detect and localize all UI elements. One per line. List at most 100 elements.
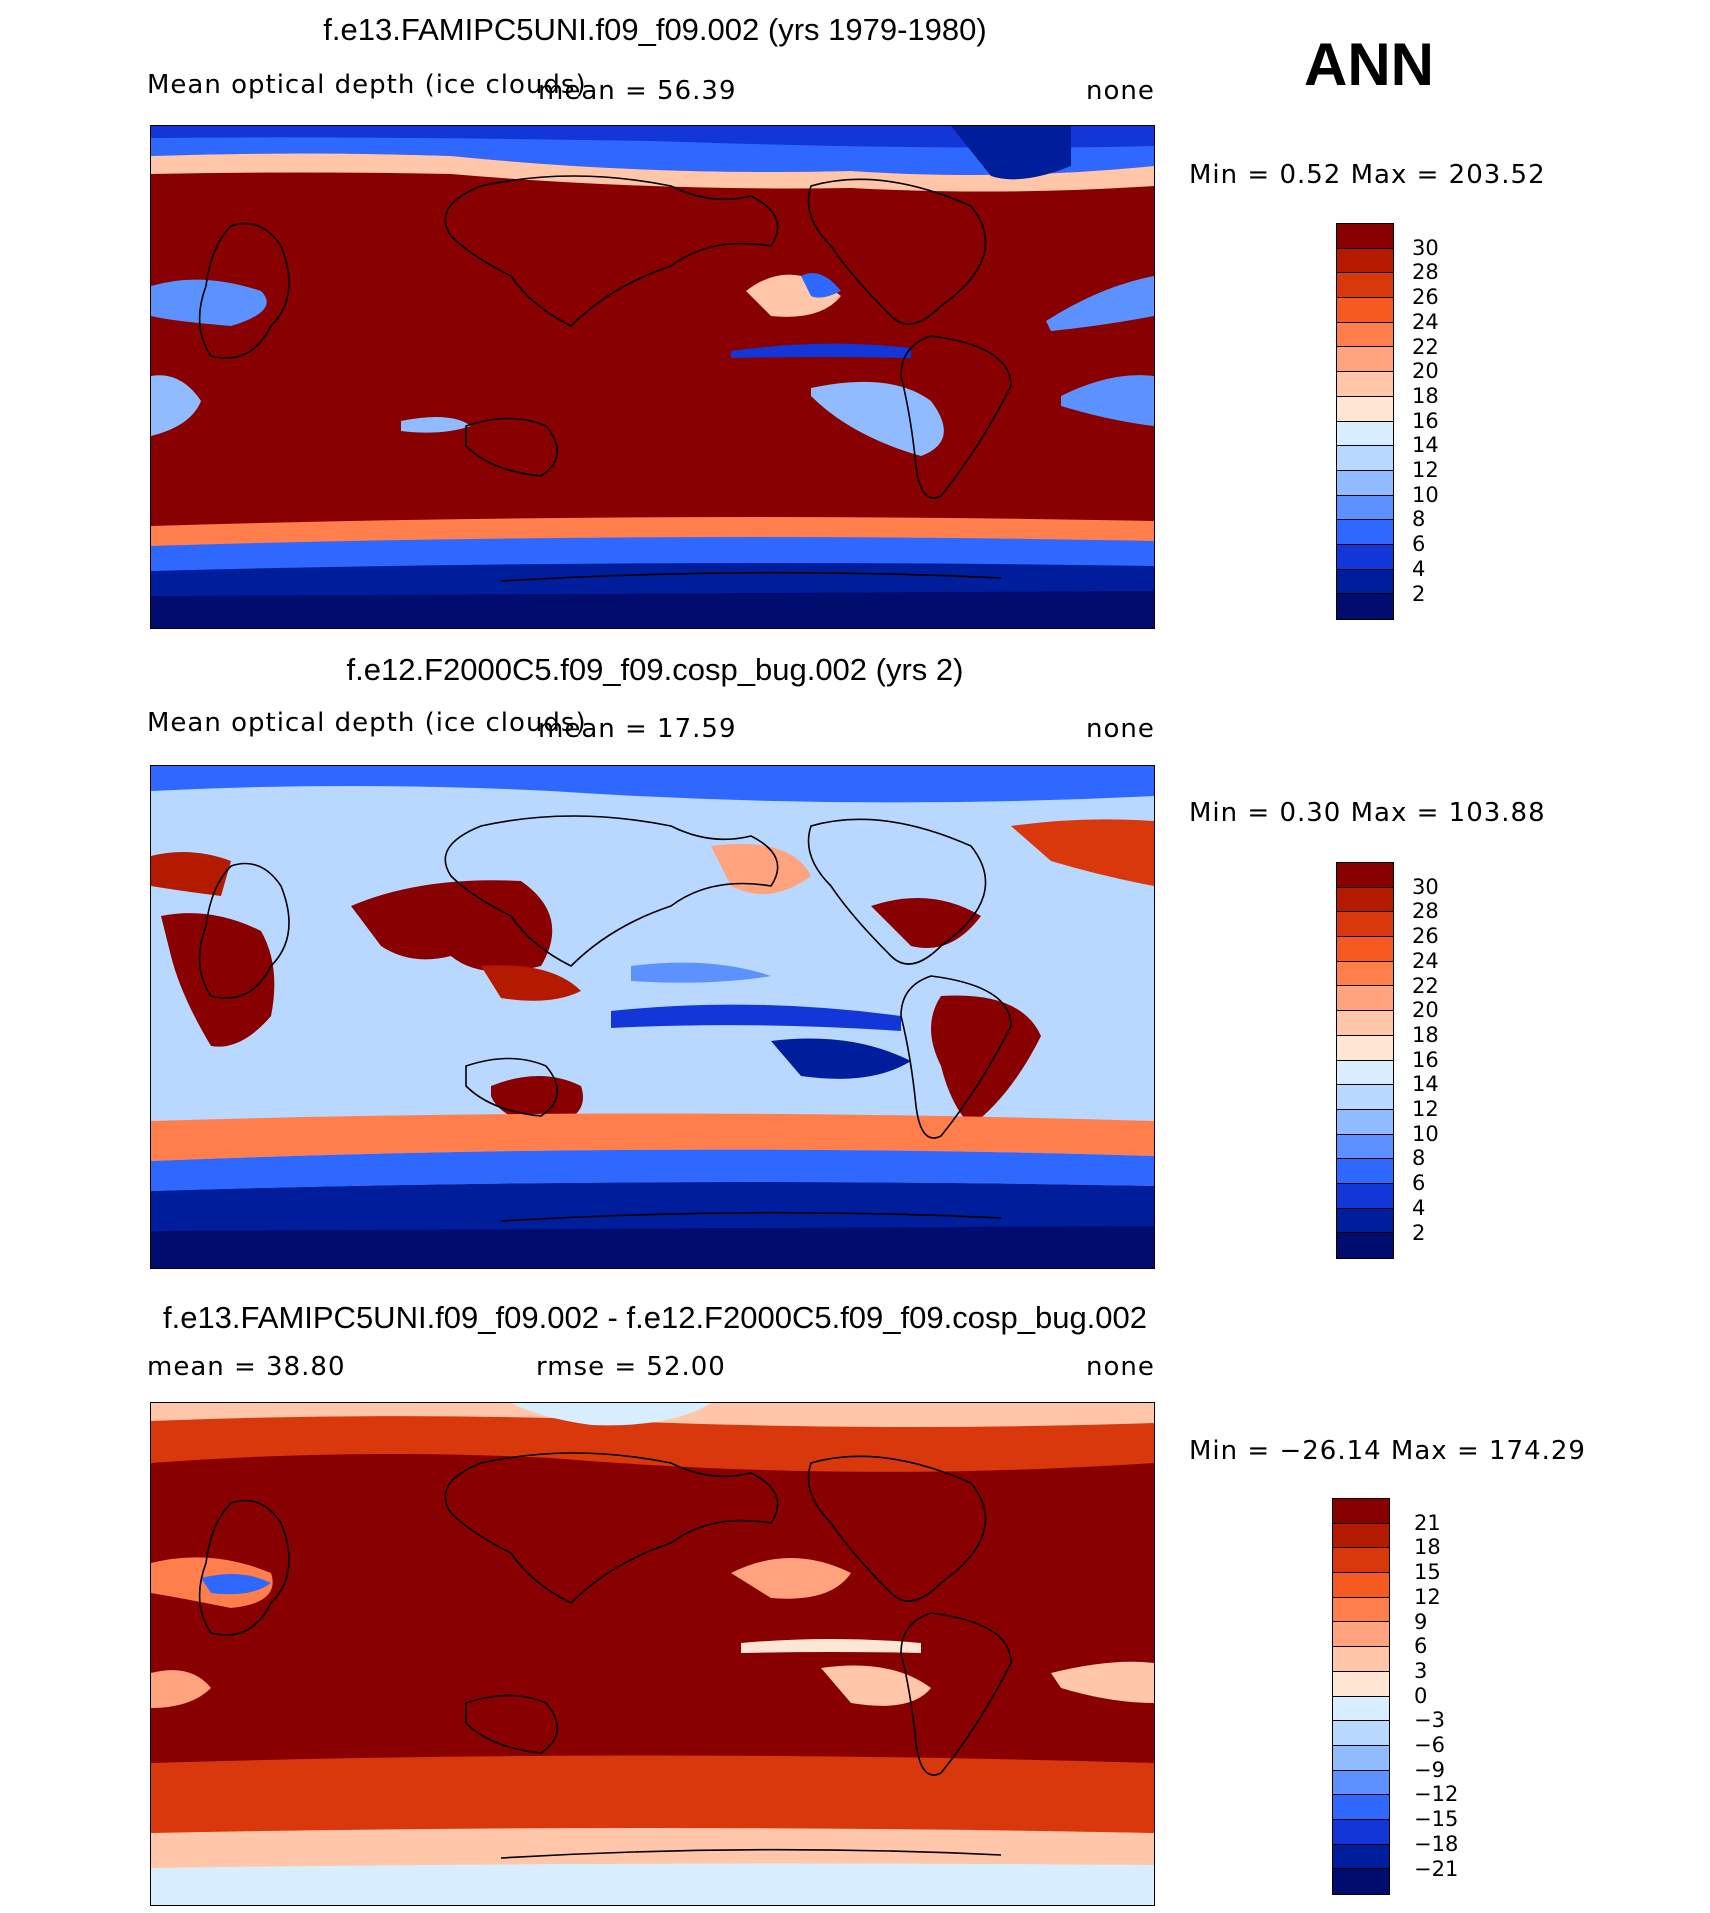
colorbar-swatch bbox=[1337, 986, 1393, 1012]
colorbar-swatch bbox=[1333, 1696, 1389, 1722]
colorbar-tick-label: −3 bbox=[1414, 1708, 1445, 1733]
panel-2-variable-label: Mean optical depth (ice clouds) bbox=[147, 708, 587, 738]
colorbar-swatch bbox=[1337, 887, 1393, 913]
colorbar-swatch bbox=[1333, 1573, 1389, 1598]
colorbar-tick-label: 24 bbox=[1412, 309, 1439, 334]
colorbar-tick-label: 6 bbox=[1412, 1171, 1426, 1196]
colorbar-tick-label: −9 bbox=[1414, 1757, 1445, 1782]
colorbar-tick-label: 18 bbox=[1414, 1535, 1441, 1560]
colorbar-swatch bbox=[1337, 912, 1393, 938]
colorbar-swatch bbox=[1337, 421, 1393, 447]
colorbar-tick-label: 18 bbox=[1412, 383, 1439, 408]
colorbar-swatch bbox=[1337, 298, 1393, 323]
colorbar-tick-label: 12 bbox=[1412, 1097, 1439, 1121]
colorbar-swatch bbox=[1337, 1134, 1393, 1160]
colorbar-swatch bbox=[1333, 1745, 1389, 1771]
colorbar-swatch bbox=[1337, 1109, 1393, 1135]
colorbar-swatch bbox=[1333, 1869, 1389, 1894]
panel-3-mean: mean = 38.80 bbox=[147, 1352, 346, 1382]
panel-3-minmax: Min = −26.14 Max = 174.29 bbox=[1189, 1436, 1586, 1466]
colorbar-swatch bbox=[1337, 347, 1393, 373]
colorbar-swatch bbox=[1337, 1208, 1393, 1234]
colorbar-tick-label: −18 bbox=[1414, 1831, 1459, 1856]
colorbar-swatch bbox=[1333, 1795, 1389, 1820]
colorbar-swatch bbox=[1337, 273, 1393, 299]
colorbar-tick-label: 9 bbox=[1414, 1609, 1428, 1634]
colorbar-swatch bbox=[1337, 520, 1393, 545]
season-label: ANN bbox=[1304, 31, 1434, 98]
colorbar-swatch bbox=[1337, 569, 1393, 595]
colorbar-swatch bbox=[1333, 1770, 1389, 1796]
colorbar-swatch bbox=[1337, 1233, 1393, 1258]
colorbar-tick-label: 28 bbox=[1412, 260, 1439, 285]
colorbar-tick-label: 20 bbox=[1412, 359, 1439, 384]
colorbar-swatch bbox=[1333, 1548, 1389, 1574]
panel-2-title: f.e12.F2000C5.f09_f09.cosp_bug.002 (yrs … bbox=[346, 652, 964, 687]
colorbar-swatch bbox=[1337, 322, 1393, 348]
colorbar-swatch bbox=[1333, 1647, 1389, 1672]
colorbar-tick-label: 24 bbox=[1412, 948, 1439, 973]
panel-1-colorbar bbox=[1336, 223, 1394, 620]
colorbar-tick-label: −6 bbox=[1414, 1733, 1445, 1757]
colorbar-swatch bbox=[1333, 1622, 1389, 1648]
colorbar-swatch bbox=[1333, 1523, 1389, 1549]
colorbar-swatch bbox=[1337, 224, 1393, 249]
colorbar-swatch bbox=[1337, 594, 1393, 619]
panel-1-mean: mean = 56.39 bbox=[538, 76, 737, 106]
colorbar-tick-label: 6 bbox=[1414, 1634, 1428, 1659]
colorbar-tick-label: 22 bbox=[1412, 973, 1439, 998]
colorbar-swatch bbox=[1337, 961, 1393, 987]
panel-3-rmse: rmse = 52.00 bbox=[536, 1352, 726, 1382]
panel-2-map bbox=[150, 765, 1155, 1269]
colorbar-tick-label: 4 bbox=[1412, 556, 1426, 581]
colorbar-swatch bbox=[1337, 937, 1393, 962]
colorbar-swatch bbox=[1337, 396, 1393, 422]
colorbar-tick-label: 0 bbox=[1414, 1683, 1428, 1708]
colorbar-swatch bbox=[1333, 1597, 1389, 1623]
colorbar-swatch bbox=[1337, 372, 1393, 397]
colorbar-tick-label: 30 bbox=[1412, 874, 1439, 899]
panel-1-map bbox=[150, 125, 1155, 629]
colorbar-tick-label: 15 bbox=[1414, 1560, 1441, 1585]
colorbar-tick-label: −21 bbox=[1414, 1856, 1459, 1881]
colorbar-tick-label: 26 bbox=[1412, 285, 1439, 310]
colorbar-swatch bbox=[1333, 1671, 1389, 1697]
colorbar-tick-label: 3 bbox=[1414, 1658, 1428, 1683]
colorbar-tick-label: 14 bbox=[1412, 433, 1439, 458]
colorbar-swatch bbox=[1333, 1844, 1389, 1870]
panel-3-map bbox=[150, 1402, 1155, 1906]
colorbar-swatch bbox=[1337, 1011, 1393, 1036]
colorbar-tick-label: 16 bbox=[1412, 408, 1439, 433]
colorbar-tick-label: 10 bbox=[1412, 1121, 1439, 1146]
colorbar-swatch bbox=[1337, 248, 1393, 274]
colorbar-swatch bbox=[1337, 863, 1393, 888]
colorbar-swatch bbox=[1337, 544, 1393, 570]
colorbar-tick-label: 18 bbox=[1412, 1022, 1439, 1047]
colorbar-tick-label: −15 bbox=[1414, 1807, 1459, 1832]
colorbar-tick-label: 16 bbox=[1412, 1047, 1439, 1072]
colorbar-swatch bbox=[1337, 1035, 1393, 1061]
colorbar-tick-label: 14 bbox=[1412, 1072, 1439, 1097]
colorbar-swatch bbox=[1337, 1060, 1393, 1086]
panel-1-units: none bbox=[1086, 76, 1155, 106]
panel-1-variable-label: Mean optical depth (ice clouds) bbox=[147, 70, 587, 100]
colorbar-tick-label: 26 bbox=[1412, 924, 1439, 949]
colorbar-tick-label: 12 bbox=[1412, 458, 1439, 482]
colorbar-tick-label: −12 bbox=[1414, 1782, 1459, 1807]
colorbar-tick-label: 6 bbox=[1412, 532, 1426, 557]
panel-1-title: f.e13.FAMIPC5UNI.f09_f09.002 (yrs 1979-1… bbox=[323, 12, 987, 47]
colorbar-tick-label: 2 bbox=[1412, 1220, 1426, 1245]
colorbar-swatch bbox=[1337, 1183, 1393, 1209]
colorbar-swatch bbox=[1337, 1085, 1393, 1110]
colorbar-tick-label: 4 bbox=[1412, 1195, 1426, 1220]
panel-2-minmax: Min = 0.30 Max = 103.88 bbox=[1189, 798, 1546, 828]
colorbar-swatch bbox=[1333, 1721, 1389, 1746]
colorbar-tick-label: 10 bbox=[1412, 482, 1439, 507]
panel-3-title: f.e13.FAMIPC5UNI.f09_f09.002 - f.e12.F20… bbox=[162, 1300, 1148, 1335]
panel-2-colorbar bbox=[1336, 862, 1394, 1259]
colorbar-tick-label: 30 bbox=[1412, 235, 1439, 260]
colorbar-tick-label: 20 bbox=[1412, 998, 1439, 1023]
colorbar-tick-label: 12 bbox=[1414, 1584, 1441, 1609]
colorbar-tick-label: 8 bbox=[1412, 1146, 1426, 1171]
colorbar-swatch bbox=[1337, 470, 1393, 496]
